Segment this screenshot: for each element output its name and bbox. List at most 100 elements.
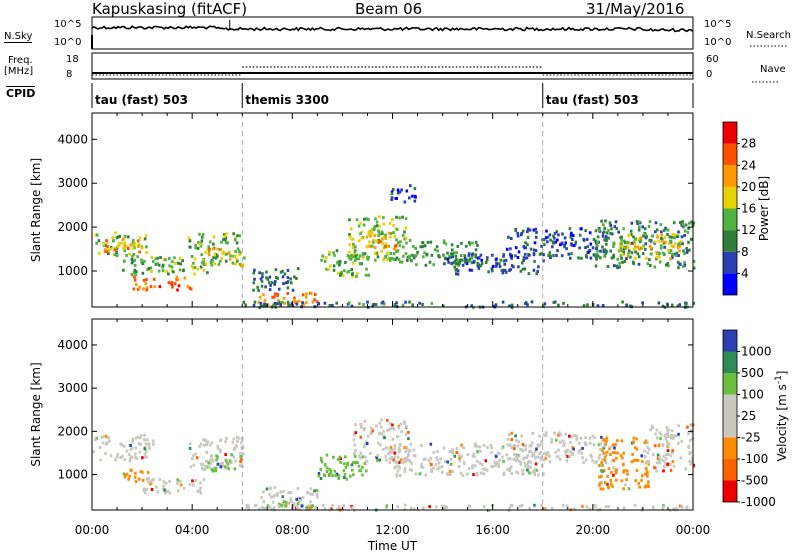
echo-cell	[290, 500, 293, 504]
echo-cell	[309, 500, 312, 504]
echo-cell	[569, 256, 572, 260]
echo-cell	[532, 452, 535, 456]
echo-cell	[107, 248, 110, 252]
colorbar-tick-label: 100	[741, 388, 764, 402]
echo-cell	[602, 250, 606, 254]
echo-cell	[566, 455, 569, 458]
echo-cell	[138, 250, 141, 254]
echo-cell	[526, 453, 529, 457]
echo-cell	[451, 252, 454, 256]
echo-cell	[480, 258, 483, 262]
echo-cell	[611, 450, 615, 454]
echo-cell	[627, 251, 630, 255]
echo-cell	[168, 264, 171, 268]
echo-cell	[637, 237, 641, 241]
echo-cell	[395, 238, 398, 242]
echo-cell	[579, 436, 583, 440]
echo-cell	[205, 459, 208, 463]
colorbar-swatch	[723, 416, 737, 438]
echo-cell	[624, 241, 627, 245]
echo-cell	[130, 261, 134, 265]
echo-cell	[603, 481, 607, 485]
echo-cell	[681, 241, 684, 245]
echo-cell	[508, 506, 511, 510]
echo-cell	[653, 444, 657, 448]
echo-cell	[411, 303, 414, 307]
nsky-label: N.Sky	[4, 31, 33, 43]
echo-cell	[671, 244, 675, 248]
echo-cell	[674, 254, 678, 257]
y-tick-label: 3000	[57, 176, 88, 190]
echo-cell	[538, 434, 541, 438]
nave-tick-top: 60	[706, 54, 719, 65]
echo-cell	[147, 442, 151, 446]
echo-cell	[239, 460, 242, 464]
echo-cell	[578, 233, 582, 237]
echo-cell	[604, 505, 608, 509]
echo-cell	[662, 455, 666, 459]
echo-cell	[282, 296, 286, 300]
echo-cell	[523, 267, 527, 271]
echo-cell	[519, 233, 523, 237]
echo-cell	[346, 254, 350, 258]
echo-cell	[134, 480, 138, 484]
echo-cell	[134, 471, 137, 475]
echo-cell	[175, 275, 178, 279]
echo-cell	[161, 269, 165, 273]
echo-cell	[129, 457, 132, 461]
echo-cell	[120, 443, 124, 447]
echo-cell	[671, 449, 674, 453]
echo-cell	[377, 240, 381, 244]
echo-cell	[277, 502, 281, 506]
echo-cell	[390, 196, 394, 200]
echo-cell	[398, 244, 402, 248]
echo-cell	[509, 252, 512, 256]
echo-cell	[151, 439, 155, 443]
echo-cell	[222, 250, 225, 254]
echo-cell	[212, 256, 215, 260]
echo-cell	[435, 245, 439, 249]
echo-cell	[498, 262, 501, 266]
echo-cell	[161, 265, 164, 269]
echo-cell	[639, 236, 642, 240]
echo-cell	[357, 257, 361, 261]
echo-cell	[436, 458, 439, 462]
echo-cell	[476, 261, 480, 265]
echo-cell	[365, 442, 369, 445]
echo-cell	[399, 260, 402, 264]
echo-cell	[540, 440, 543, 444]
echo-cell	[632, 440, 635, 444]
echo-cell	[133, 278, 137, 282]
echo-cell	[649, 252, 653, 256]
echo-cell	[388, 450, 391, 454]
echo-cell	[378, 432, 381, 436]
echo-cell	[553, 431, 556, 435]
echo-cell	[239, 451, 242, 455]
echo-cell	[201, 467, 204, 470]
echo-cell	[394, 244, 397, 248]
echo-cell	[387, 231, 391, 235]
echo-cell	[234, 262, 237, 266]
echo-cell	[368, 240, 371, 244]
echo-cell	[382, 448, 385, 451]
echo-cell	[646, 470, 649, 474]
echo-cell	[575, 437, 578, 441]
echo-cell	[482, 443, 486, 447]
echo-cell	[225, 252, 228, 256]
echo-cell	[582, 460, 585, 464]
echo-cell	[609, 453, 612, 456]
echo-cell	[619, 236, 622, 240]
colorbar-swatch	[723, 186, 737, 209]
echo-cell	[483, 505, 486, 509]
echo-cell	[255, 503, 258, 507]
echo-cell	[423, 244, 427, 248]
echo-cell	[496, 451, 500, 455]
echo-cell	[603, 248, 607, 252]
echo-cell	[594, 229, 598, 233]
echo-cell	[607, 467, 611, 471]
echo-cell	[598, 453, 602, 457]
echo-cell	[598, 228, 601, 232]
echo-cell	[444, 460, 447, 464]
echo-cell	[196, 490, 199, 493]
echo-cell	[641, 252, 645, 256]
